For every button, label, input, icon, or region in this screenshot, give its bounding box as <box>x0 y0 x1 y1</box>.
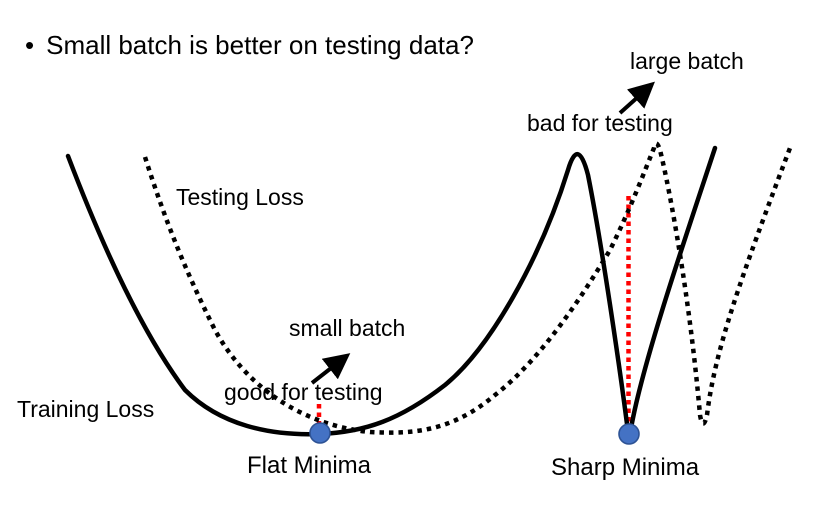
label-sharp-minima: Sharp Minima <box>551 454 700 481</box>
label-flat-minima: Flat Minima <box>247 452 372 479</box>
label-small-batch: small batch <box>289 315 406 341</box>
slide-title: • Small batch is better on testing data? <box>25 30 474 61</box>
label-good-for-testing: good for testing <box>224 379 383 405</box>
small-batch-arrow <box>310 353 351 385</box>
training-loss-curve <box>65 145 718 437</box>
title-text: Small batch is better on testing data? <box>46 30 474 60</box>
sharp-minima-dot <box>618 423 640 445</box>
large-batch-arrow <box>618 81 655 115</box>
testing-loss-curve <box>142 141 793 435</box>
title-bullet: • <box>25 30 35 60</box>
flat-minima-dot <box>309 422 331 444</box>
label-bad-for-testing: bad for testing <box>527 110 673 136</box>
label-large-batch: large batch <box>630 48 744 74</box>
label-training-loss: Training Loss <box>17 396 155 422</box>
label-testing-loss: Testing Loss <box>176 184 304 210</box>
